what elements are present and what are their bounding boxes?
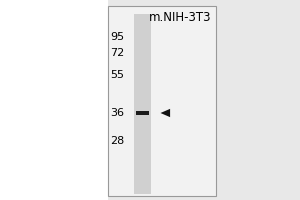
- Text: 36: 36: [110, 108, 124, 118]
- Bar: [136, 111, 149, 115]
- Bar: [0, 0, 108, 200]
- Text: 55: 55: [110, 70, 124, 80]
- Polygon shape: [160, 109, 170, 117]
- Bar: [108, 6, 216, 196]
- Text: 28: 28: [110, 136, 124, 146]
- Text: 72: 72: [110, 48, 124, 58]
- Text: m.NIH-3T3: m.NIH-3T3: [149, 11, 211, 24]
- Text: 95: 95: [110, 32, 124, 42]
- Bar: [134, 14, 151, 194]
